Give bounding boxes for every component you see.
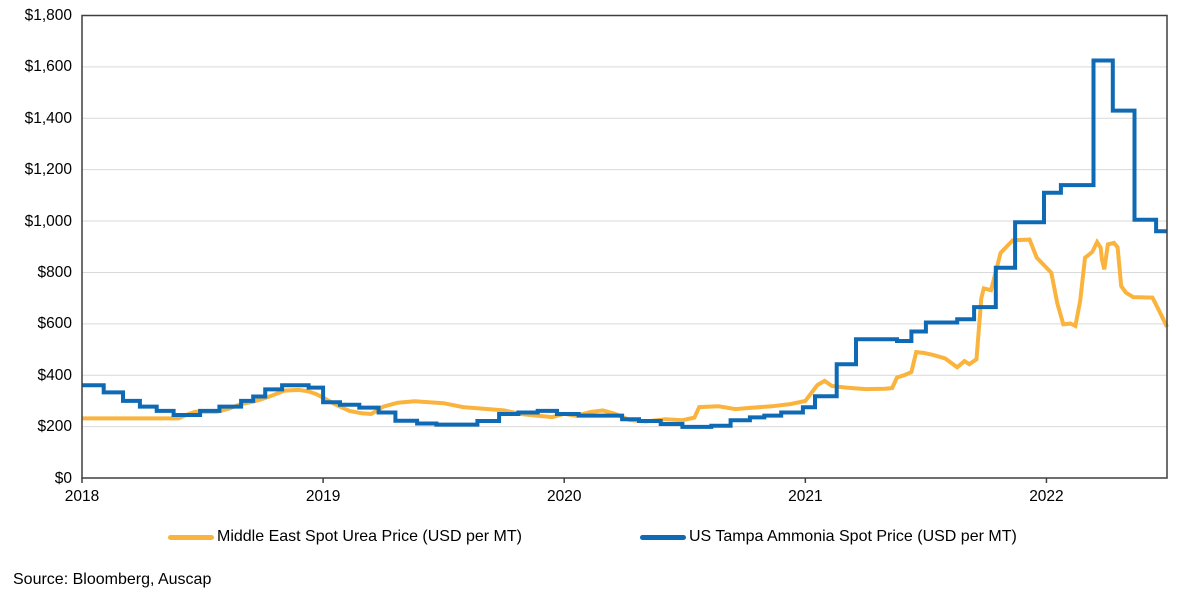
x-axis-tick-label: 2020	[546, 488, 582, 505]
plot-frame	[81, 14, 1168, 483]
gridlines	[82, 66, 1167, 428]
legend-label-ammonia: US Tampa Ammonia Spot Price (USD per MT)	[689, 528, 1017, 545]
y-axis-tick-label: $600	[37, 315, 72, 333]
legend-label-urea: Middle East Spot Urea Price (USD per MT)	[217, 528, 522, 545]
y-axis-tick-label: $1,200	[24, 161, 72, 179]
y-axis-tick-label: $200	[37, 418, 72, 436]
source-note: Source: Bloomberg, Auscap	[13, 571, 212, 588]
urea-line-swatch	[168, 534, 214, 540]
x-axis-tick-label: 2019	[305, 488, 341, 505]
y-axis-tick-label: $800	[37, 263, 72, 281]
x-axis-tick-label: 2022	[1029, 488, 1064, 505]
y-axis-tick-label: $1,600	[24, 58, 72, 76]
y-axis-tick-label: $0	[54, 469, 72, 487]
series-lines	[82, 58, 1169, 429]
x-axis-tick-label: 2021	[788, 488, 823, 505]
legend-item-urea: Middle East Spot Urea Price (USD per MT)	[168, 527, 522, 547]
x-axis-tick-label: 2018	[64, 488, 100, 505]
y-axis-tick-label: $400	[37, 366, 72, 384]
ammonia-line-swatch	[640, 534, 686, 540]
legend-item-ammonia: US Tampa Ammonia Spot Price (USD per MT)	[640, 527, 1017, 547]
y-axis-tick-label: $1,800	[24, 7, 72, 24]
y-axis-tick-label: $1,400	[24, 109, 72, 127]
y-axis-tick-label: $1,000	[24, 212, 72, 230]
